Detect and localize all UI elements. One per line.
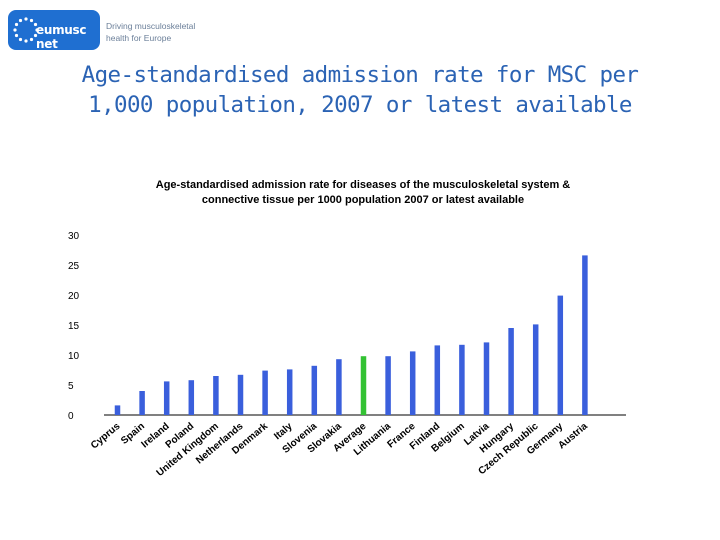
y-tick-label: 20 — [68, 291, 80, 302]
bar-poland — [188, 380, 195, 415]
bar-cyprus — [114, 405, 121, 415]
logo-tagline-line2: health for Europe — [106, 33, 172, 43]
bar-latvia — [483, 342, 490, 415]
slide-title-line2: 1,000 population, 2007 or latest availab… — [88, 92, 632, 118]
logo-badge: eumusc net — [8, 10, 100, 51]
eumusc-logo: eumusc net Driving musculoskeletal healt… — [8, 10, 198, 51]
y-tick-label: 0 — [68, 411, 74, 422]
y-tick-label: 25 — [68, 261, 80, 272]
bar-slovenia — [311, 365, 318, 415]
eu-stars-icon — [13, 17, 39, 43]
logo-name: eumusc net — [36, 23, 87, 51]
slide-title-line1: Age-standardised admission rate for MSC … — [81, 62, 639, 88]
bar-spain — [139, 391, 145, 415]
chart-title-line2: connective tissue per 1000 population 20… — [202, 194, 524, 206]
bar-austria — [582, 255, 588, 415]
logo-tagline-line1: Driving musculoskeletal — [106, 21, 196, 31]
bar-belgium — [459, 344, 465, 415]
bar-hungary — [508, 328, 514, 415]
y-tick-label: 15 — [68, 321, 80, 332]
bar-lithuania — [385, 356, 391, 415]
bar-czech-republic — [532, 324, 539, 415]
y-tick-label: 5 — [68, 381, 74, 392]
y-tick-label: 10 — [68, 351, 80, 362]
x-tick-label: Cyprus — [89, 421, 123, 452]
bar-italy — [286, 369, 293, 415]
y-tick-label: 30 — [68, 231, 80, 242]
bar-united-kingdom — [213, 376, 219, 415]
bar-slovakia — [336, 359, 342, 415]
bar-germany — [557, 295, 564, 415]
bars — [114, 255, 588, 415]
bar-denmark — [262, 370, 268, 415]
bar-netherlands — [237, 374, 244, 415]
bar-average — [360, 356, 367, 415]
bar-france — [409, 351, 416, 415]
bar-ireland — [163, 381, 170, 415]
bar-finland — [434, 345, 441, 415]
admission-rate-bar-chart: Age-standardised admission rate for dise… — [68, 179, 626, 479]
y-axis-ticks: 0 5 10 15 20 25 30 — [68, 231, 80, 422]
chart-title-line1: Age-standardised admission rate for dise… — [156, 179, 571, 191]
slide-title: Age-standardised admission rate for MSC … — [0, 60, 720, 120]
